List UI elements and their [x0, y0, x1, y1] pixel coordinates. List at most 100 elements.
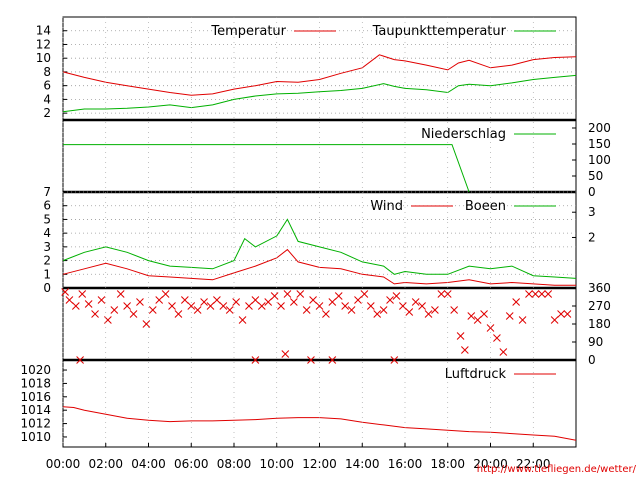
x-tick-label-3: 06:00 — [174, 457, 209, 471]
direction-point — [193, 306, 202, 314]
y2-tick-label-precipitation-0: 0 — [588, 185, 596, 199]
direction-point-stroke — [219, 302, 228, 310]
direction-point — [550, 316, 559, 324]
direction-point-stroke — [257, 302, 266, 310]
direction-point-stroke — [405, 308, 414, 316]
direction-point — [161, 290, 170, 298]
direction-point — [270, 292, 279, 300]
y-tick-label-wind-1: 1 — [43, 267, 51, 281]
direction-point — [251, 296, 260, 304]
direction-point — [168, 302, 176, 310]
y-tick-label-pressure-4: 1018 — [20, 376, 51, 390]
direction-point-stroke — [411, 298, 420, 306]
direction-point-stroke — [289, 298, 298, 306]
y-tick-label-pressure-5: 1020 — [20, 363, 51, 377]
direction-point-stroke — [155, 296, 164, 304]
direction-point-stroke — [307, 356, 315, 364]
y-tick-label-wind-0: 0 — [43, 281, 51, 295]
direction-point-stroke — [161, 290, 170, 298]
direction-point-stroke — [116, 290, 125, 298]
y2-tick-label-wind-direction-4: 360 — [588, 281, 611, 295]
direction-point — [155, 296, 164, 304]
y-tick-label-wind-5: 5 — [43, 212, 51, 226]
series-line-wind-1 — [62, 218, 577, 279]
direction-point — [360, 290, 369, 298]
direction-point — [232, 298, 240, 306]
direction-point — [78, 290, 87, 298]
direction-point-stroke — [480, 310, 488, 318]
direction-point — [129, 310, 138, 318]
direction-point — [493, 334, 501, 342]
direction-point — [418, 302, 426, 310]
direction-point-stroke — [193, 306, 202, 314]
direction-point — [180, 296, 189, 304]
direction-point-stroke — [110, 306, 119, 314]
direction-point-stroke — [473, 316, 482, 324]
y2-tick-label-wind-direction-1: 90 — [588, 335, 603, 349]
direction-point-stroke — [443, 290, 452, 298]
direction-point-stroke — [424, 310, 433, 318]
direction-point-stroke — [366, 302, 375, 310]
direction-point-stroke — [232, 298, 240, 306]
direction-point — [505, 312, 514, 320]
direction-point — [499, 348, 508, 356]
direction-point — [123, 302, 131, 310]
direction-point-stroke — [200, 298, 208, 306]
legend-label-wind-0: Wind — [370, 199, 403, 214]
direction-point-stroke — [281, 350, 290, 358]
direction-point — [213, 296, 221, 304]
direction-point-stroke — [142, 320, 151, 328]
x-tick-label-10: 20:00 — [473, 457, 508, 471]
direction-point — [431, 306, 439, 314]
direction-point-stroke — [437, 290, 446, 298]
direction-point — [104, 316, 112, 324]
direction-point — [328, 298, 337, 306]
direction-point — [148, 306, 157, 314]
direction-point-stroke — [97, 296, 106, 304]
url-label[interactable]: http://www.tiefliegen.de/wetter/ — [476, 464, 636, 475]
direction-point-stroke — [123, 302, 131, 310]
direction-point — [557, 310, 565, 318]
direction-point-stroke — [78, 290, 87, 298]
direction-point — [71, 302, 80, 310]
direction-point — [512, 298, 521, 306]
direction-point — [264, 298, 273, 306]
y-tick-label-wind-2: 2 — [43, 254, 51, 268]
direction-point — [257, 302, 266, 310]
direction-point — [334, 292, 343, 300]
direction-point — [116, 290, 125, 298]
direction-point — [136, 298, 144, 306]
direction-point-stroke — [537, 290, 546, 298]
legend-label-temperature-0: Temperatur — [210, 24, 286, 39]
direction-point-stroke — [270, 292, 279, 300]
direction-point — [251, 356, 260, 364]
legend-label-precipitation-0: Niederschlag — [421, 127, 506, 142]
direction-point-stroke — [84, 300, 93, 308]
direction-point — [525, 290, 533, 298]
direction-point-stroke — [399, 302, 407, 310]
x-tick-label-11: 22:00 — [516, 457, 551, 471]
direction-point — [392, 292, 401, 300]
direction-point-stroke — [136, 298, 144, 306]
direction-point — [531, 290, 540, 298]
direction-point-stroke — [354, 296, 362, 304]
direction-point — [174, 310, 183, 318]
y-tick-label-temperature-2: 6 — [43, 79, 51, 93]
direction-point — [467, 312, 476, 320]
direction-point-stroke — [557, 310, 565, 318]
y2-tick-label-precipitation-3: 150 — [588, 137, 611, 151]
y-tick-label-wind-3: 3 — [43, 240, 51, 254]
direction-point-stroke — [373, 310, 382, 318]
direction-point — [76, 356, 84, 364]
y2-tick-label-wind-direction-2: 180 — [588, 317, 611, 331]
direction-point — [480, 310, 488, 318]
direction-point — [219, 302, 228, 310]
y2-tick-label-wind-1: 3 — [588, 205, 596, 219]
direction-point-stroke — [505, 312, 514, 320]
x-tick-label-4: 08:00 — [217, 457, 252, 471]
direction-point-stroke — [341, 302, 350, 310]
direction-point — [97, 296, 106, 304]
direction-point-stroke — [386, 296, 394, 304]
direction-point — [537, 290, 546, 298]
x-tick-label-1: 02:00 — [88, 457, 123, 471]
